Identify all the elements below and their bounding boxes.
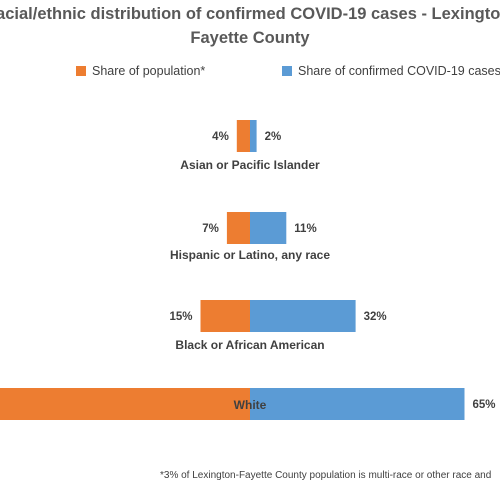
chart-title-line-1: Racial/ethnic distribution of confirmed … bbox=[0, 5, 500, 23]
data-label-cases-hispanic-or-latino-any-race: 11% bbox=[294, 223, 316, 235]
chart-title: Racial/ethnic distribution of confirmed … bbox=[0, 2, 500, 50]
data-label-cases-black-or-african-american: 32% bbox=[364, 311, 387, 323]
data-label-population-black-or-african-american: 15% bbox=[169, 311, 192, 323]
chart-legend: Share of population* Share of confirmed … bbox=[0, 64, 500, 84]
bar-cases-hispanic-or-latino-any-race bbox=[250, 212, 287, 244]
legend-label-cases: Share of confirmed COVID-19 cases bbox=[298, 64, 500, 78]
data-label-population-asian-or-pacific-islander: 4% bbox=[212, 131, 229, 143]
bar-population-asian-or-pacific-islander bbox=[236, 120, 250, 152]
category-label-white: White bbox=[234, 398, 267, 412]
category-label-black-or-african-american: Black or African American bbox=[175, 338, 324, 352]
bar-population-black-or-african-american bbox=[200, 300, 250, 332]
legend-swatch-cases bbox=[282, 66, 292, 76]
data-label-population-hispanic-or-latino-any-race: 7% bbox=[202, 223, 219, 235]
data-label-cases-asian-or-pacific-islander: 2% bbox=[265, 131, 282, 143]
data-label-cases-white: 65% bbox=[473, 399, 496, 411]
legend-item-cases: Share of confirmed COVID-19 cases bbox=[282, 64, 500, 78]
bar-cases-white bbox=[250, 388, 465, 420]
bar-cases-black-or-african-american bbox=[250, 300, 356, 332]
bar-population-hispanic-or-latino-any-race bbox=[226, 212, 250, 244]
chart-footnote: *3% of Lexington-Fayette County populati… bbox=[160, 470, 492, 481]
category-label-asian-or-pacific-islander: Asian or Pacific Islander bbox=[180, 158, 320, 172]
legend-swatch-population bbox=[76, 66, 86, 76]
legend-item-population: Share of population* bbox=[76, 64, 205, 78]
chart-title-line-2: Fayette County bbox=[190, 29, 310, 47]
bar-cases-asian-or-pacific-islander bbox=[250, 120, 257, 152]
category-label-hispanic-or-latino-any-race: Hispanic or Latino, any race bbox=[170, 248, 330, 262]
bar-population-white bbox=[0, 388, 250, 420]
legend-label-population: Share of population* bbox=[92, 64, 206, 78]
